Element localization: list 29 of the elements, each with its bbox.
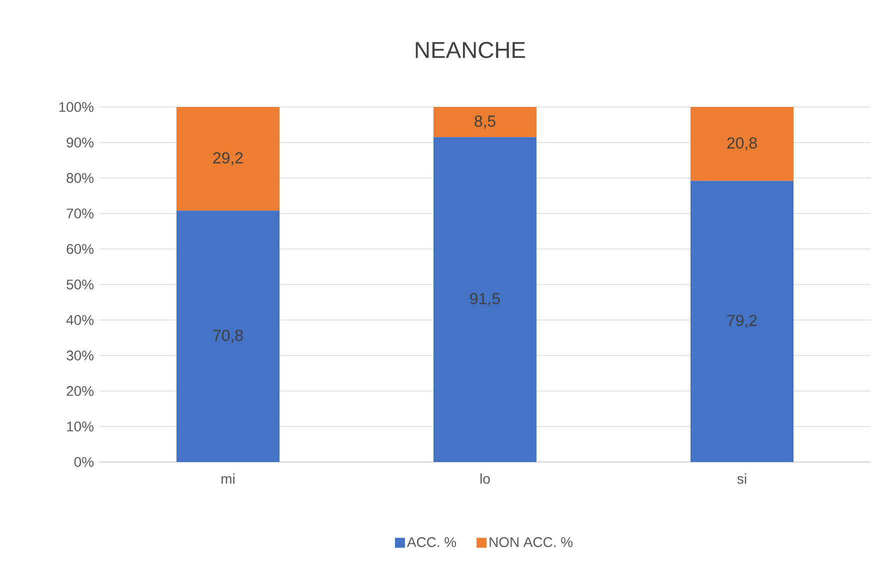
data-label: 91,5 [470,293,500,306]
y-tick-label: 90% [66,138,94,148]
y-tick-label: 30% [66,350,94,360]
data-label: 20,8 [727,137,757,150]
legend-label: NON ACC. % [490,537,573,548]
bar [690,106,794,181]
y-tick-label: 80% [66,173,94,183]
x-tick-label: lo [480,474,490,484]
legend-label: ACC. % [407,537,456,548]
data-label: 29,2 [213,152,243,166]
bar [434,137,537,462]
data-label: 79,2 [727,314,757,328]
y-tick-label: 10% [67,422,94,432]
bar [176,106,280,211]
bar [434,106,537,138]
y-tick-label: 0% [74,457,94,467]
data-label: 8,5 [474,116,496,129]
bar [690,180,794,462]
y-tick-label: 50% [66,280,94,290]
data-label: 70,8 [213,330,243,343]
y-tick-label: 20% [66,386,94,396]
y-tick-label: 70% [66,208,94,218]
y-tick-label: 40% [66,315,94,325]
y-tick-label: 60% [66,244,94,254]
y-tick-label: 100% [59,102,94,112]
chart-title: NEANCHE [416,42,526,58]
x-tick-label: si [737,474,746,484]
x-tick-label: mi [222,474,234,484]
bar [176,210,280,462]
